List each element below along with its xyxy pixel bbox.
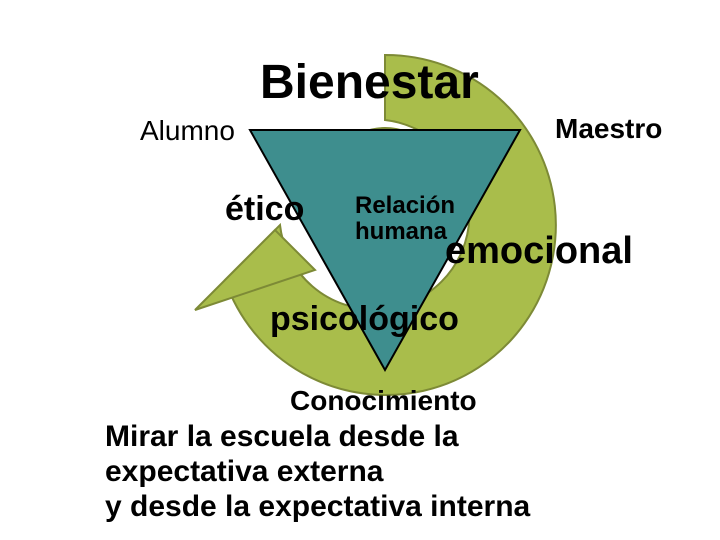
caption-line-3: y desde la expectativa interna [105, 490, 530, 524]
label-relacion: Relación [355, 192, 455, 220]
label-conocimiento: Conocimiento [290, 385, 477, 417]
label-maestro: Maestro [555, 113, 662, 145]
diagram-stage: Bienestar Alumno Maestro ético Relación … [0, 0, 720, 540]
label-humana: humana [355, 218, 447, 246]
label-psicologico: psicológico [270, 300, 459, 339]
caption-line-2: expectativa externa [105, 455, 384, 489]
label-alumno: Alumno [140, 115, 235, 147]
label-etico: ético [225, 190, 304, 229]
label-bienestar: Bienestar [260, 55, 479, 110]
caption-line-1: Mirar la escuela desde la [105, 420, 459, 454]
label-emocional: emocional [445, 230, 633, 273]
